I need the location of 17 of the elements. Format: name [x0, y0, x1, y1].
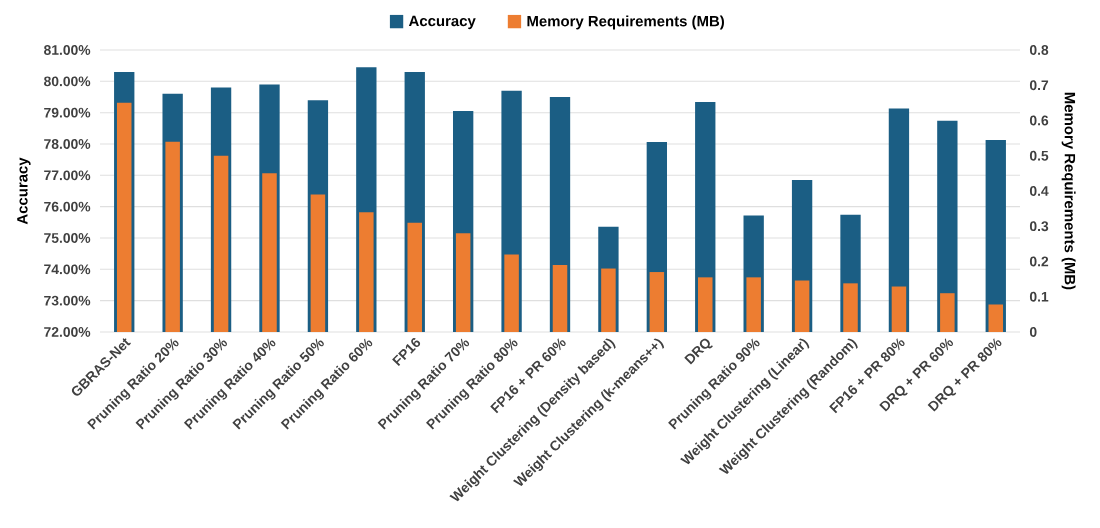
bar: [552, 265, 568, 332]
bar: [407, 222, 423, 332]
bar: [359, 212, 374, 332]
bar: [891, 286, 907, 332]
bar: [455, 233, 471, 332]
bar: [601, 268, 616, 332]
bar: [697, 277, 713, 332]
bar: [213, 155, 229, 332]
bar: [649, 272, 665, 332]
bar: [746, 277, 761, 332]
bar: [794, 280, 810, 332]
bar: [310, 194, 326, 332]
bar: [940, 293, 955, 332]
bar: [843, 283, 858, 332]
bar: [504, 254, 519, 332]
bar: [262, 173, 277, 332]
bar: [988, 304, 1004, 332]
